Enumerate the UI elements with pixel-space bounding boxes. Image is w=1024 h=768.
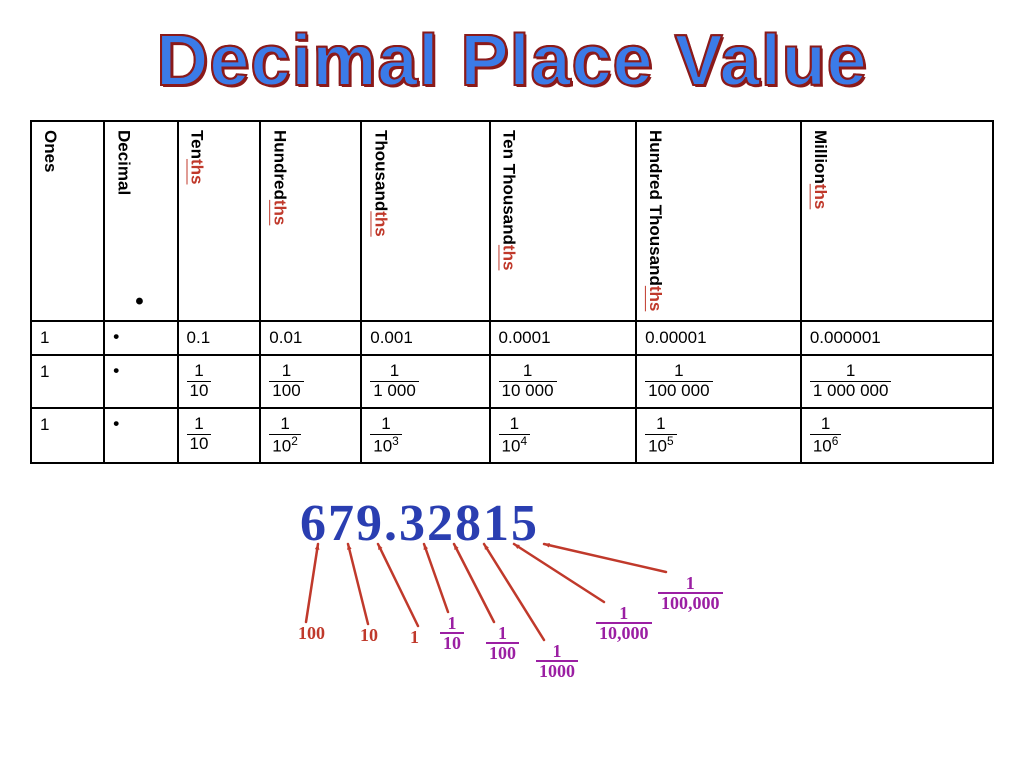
place-value-annotation: 110	[440, 614, 464, 652]
table-cell: 1102	[260, 408, 361, 463]
column-header: Hundredths	[260, 121, 361, 321]
example-number: 679.32815	[300, 494, 539, 553]
table-cell: 110	[178, 408, 261, 463]
place-value-annotation: 1	[410, 628, 419, 646]
table-cell: 110	[178, 355, 261, 408]
table-cell: 1100	[260, 355, 361, 408]
column-header: Hundred Thousandths	[636, 121, 801, 321]
table-row: 1•11011021103110411051106	[31, 408, 993, 463]
table-cell: 1106	[801, 408, 993, 463]
place-value-annotation: 1100,000	[658, 574, 723, 612]
column-header: Millionths	[801, 121, 993, 321]
column-header: Tenths	[178, 121, 261, 321]
table-cell: •	[104, 321, 177, 355]
table-cell: •	[104, 355, 177, 408]
table-row: 1•0.10.010.0010.00010.000010.000001	[31, 321, 993, 355]
table-cell: 0.1	[178, 321, 261, 355]
place-value-annotation: 10	[360, 626, 378, 644]
place-value-table: OnesDecimal•TenthsHundredthsThousandthsT…	[30, 120, 994, 464]
column-header: Decimal•	[104, 121, 177, 321]
table-cell: 0.001	[361, 321, 489, 355]
table-cell: 1105	[636, 408, 801, 463]
table-cell: •	[104, 408, 177, 463]
table-row: 1•110110011 000110 0001100 00011 000 000	[31, 355, 993, 408]
column-header: Ten Thousandths	[490, 121, 637, 321]
column-header: Ones	[31, 121, 104, 321]
place-value-annotation: 11000	[536, 642, 578, 680]
place-value-annotation: 100	[298, 624, 325, 642]
table-cell: 1100 000	[636, 355, 801, 408]
table-cell: 1	[31, 408, 104, 463]
place-value-annotation: 1100	[486, 624, 519, 662]
table-cell: 1103	[361, 408, 489, 463]
table-cell: 110 000	[490, 355, 637, 408]
table-cell: 1	[31, 321, 104, 355]
table-cell: 11 000	[361, 355, 489, 408]
table-cell: 1	[31, 355, 104, 408]
column-header: Thousandths	[361, 121, 489, 321]
table-cell: 0.0001	[490, 321, 637, 355]
table-cell: 0.00001	[636, 321, 801, 355]
page-title: Decimal Place Value	[30, 20, 994, 102]
place-value-annotation: 110,000	[596, 604, 652, 642]
table-cell: 11 000 000	[801, 355, 993, 408]
example-illustration: 679.32815 100 10 1 110 1100 11000 110,0001100,…	[30, 494, 994, 704]
table-cell: 0.01	[260, 321, 361, 355]
table-cell: 1104	[490, 408, 637, 463]
table-cell: 0.000001	[801, 321, 993, 355]
